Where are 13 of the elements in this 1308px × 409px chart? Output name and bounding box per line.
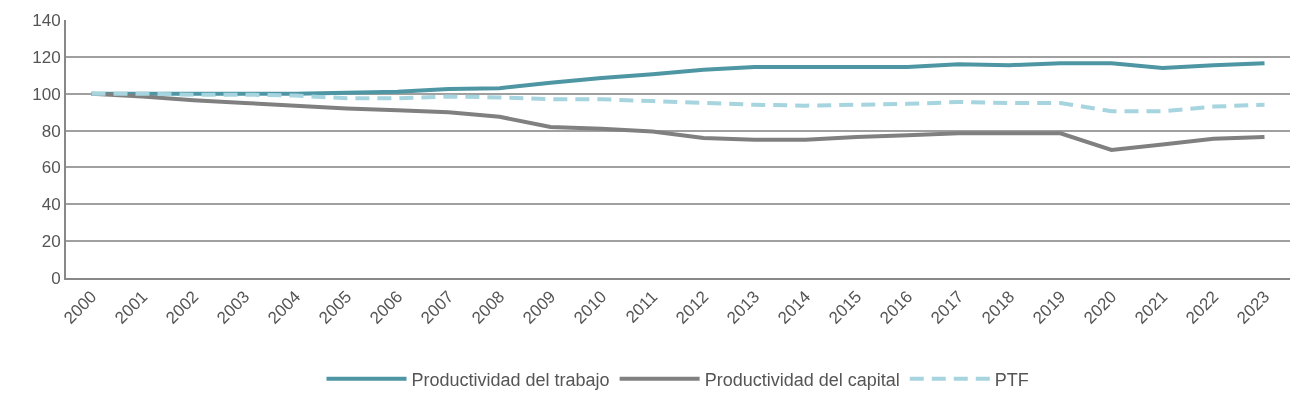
y-tick-label: 0 (51, 268, 61, 288)
y-tick-label: 20 (41, 232, 61, 252)
legend-label: Productividad del capital (704, 369, 900, 390)
line-series (89, 91, 1267, 114)
y-tick-label: 140 (32, 10, 61, 30)
legend-label: PTF (994, 369, 1029, 390)
y-tick-label: 80 (41, 121, 61, 141)
y-tick-label: 40 (41, 195, 61, 215)
line-series (89, 91, 1267, 152)
y-tick-label: 120 (32, 47, 61, 67)
y-tick-label: 100 (32, 84, 61, 104)
y-tick-label: 60 (41, 158, 61, 178)
legend-label: Productividad del trabajo (411, 369, 610, 390)
